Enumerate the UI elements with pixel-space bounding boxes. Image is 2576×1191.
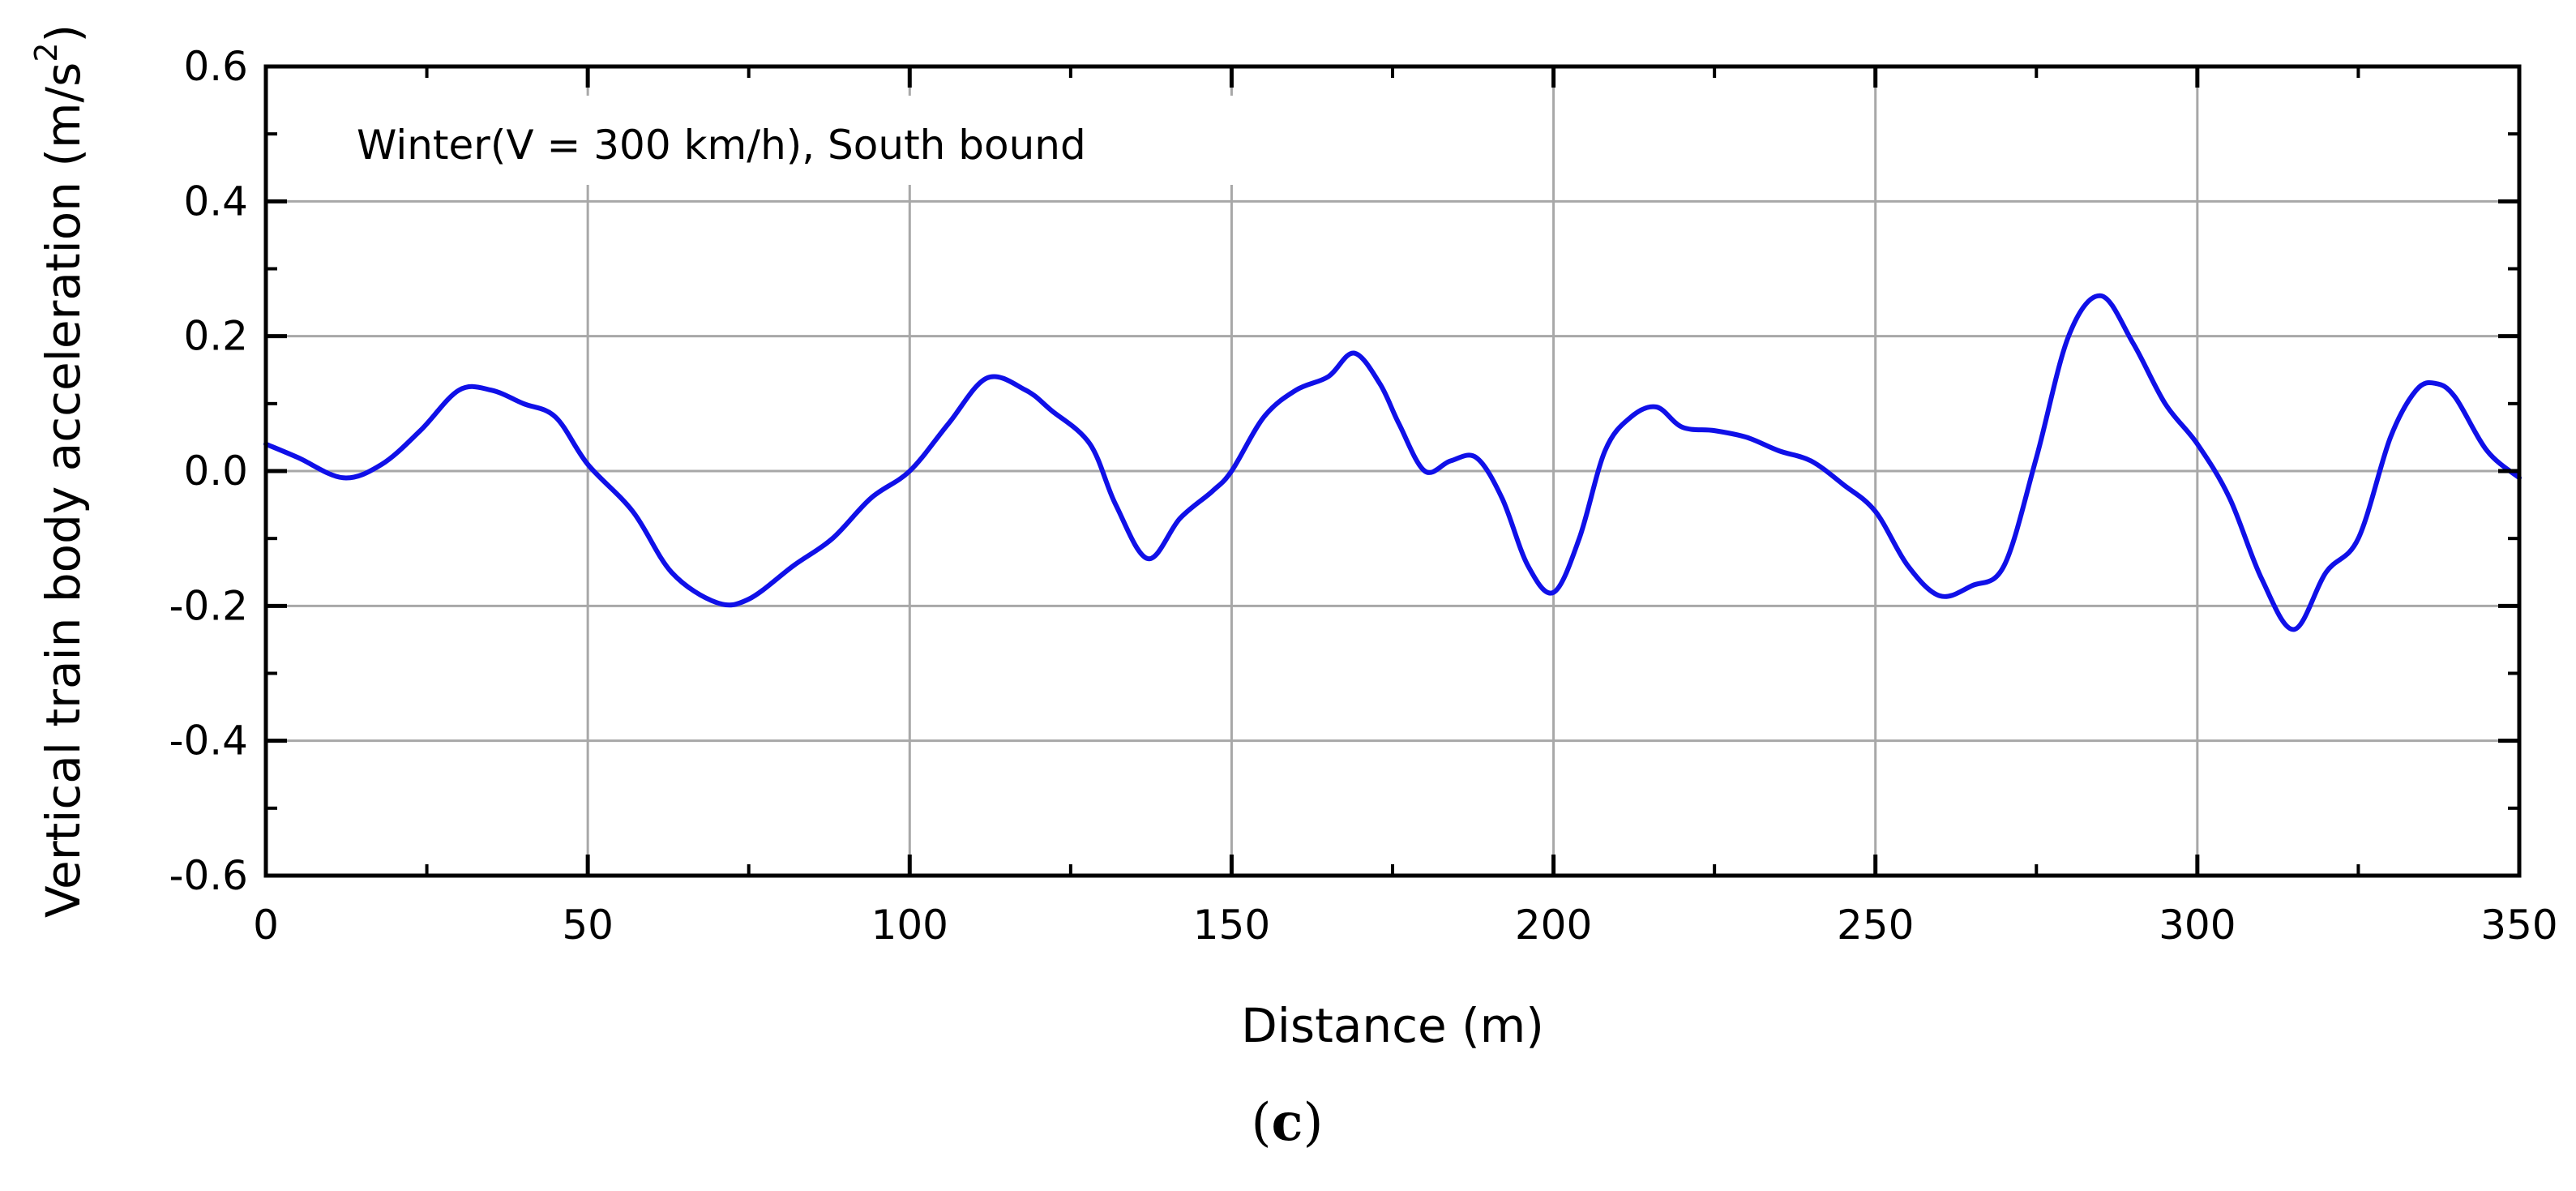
- x-tick-label: 300: [2159, 902, 2236, 949]
- x-tick-labels: 0 50 100 150 200 250 300 350: [253, 902, 2558, 949]
- x-tick-label: 250: [1837, 902, 1914, 949]
- x-tick-label: 0: [253, 902, 279, 949]
- annotation-background: [340, 96, 1248, 185]
- y-tick-label: 0.0: [183, 448, 248, 495]
- x-tick-label: 100: [871, 902, 948, 949]
- y-axis-title-close: ): [36, 24, 91, 43]
- axis-ticks: [263, 64, 2522, 878]
- figure-caption: (c): [1252, 1092, 1324, 1153]
- y-tick-label: 0.4: [183, 178, 248, 225]
- x-tick-label: 200: [1515, 902, 1592, 949]
- y-tick-label: -0.6: [169, 852, 248, 899]
- caption-letter: c: [1272, 1092, 1303, 1153]
- y-tick-label: -0.4: [169, 718, 248, 765]
- y-axis-title-superscript: 2: [28, 42, 64, 62]
- x-tick-label: 350: [2480, 902, 2557, 949]
- y-tick-labels: -0.6 -0.4 -0.2 0.0 0.2 0.4 0.6: [169, 43, 248, 899]
- series-layer: [263, 293, 2522, 632]
- grid: [266, 66, 2519, 876]
- y-axis-title: Vertical train body acceleration (m/s2): [28, 24, 91, 918]
- x-tick-label: 50: [562, 902, 614, 949]
- y-tick-label: 0.6: [183, 43, 248, 90]
- caption-open: (: [1252, 1093, 1272, 1153]
- y-tick-label: -0.2: [169, 582, 248, 629]
- x-axis-title: Distance (m): [1241, 998, 1544, 1053]
- chart-annotation: Winter(V = 300 km/h), South bound: [357, 122, 1086, 169]
- y-tick-label: 0.2: [183, 313, 248, 360]
- caption-close: ): [1303, 1093, 1323, 1153]
- series-line: [263, 293, 2522, 632]
- y-axis-title-main: Vertical train body acceleration (m/s: [36, 62, 91, 918]
- x-tick-label: 150: [1193, 902, 1270, 949]
